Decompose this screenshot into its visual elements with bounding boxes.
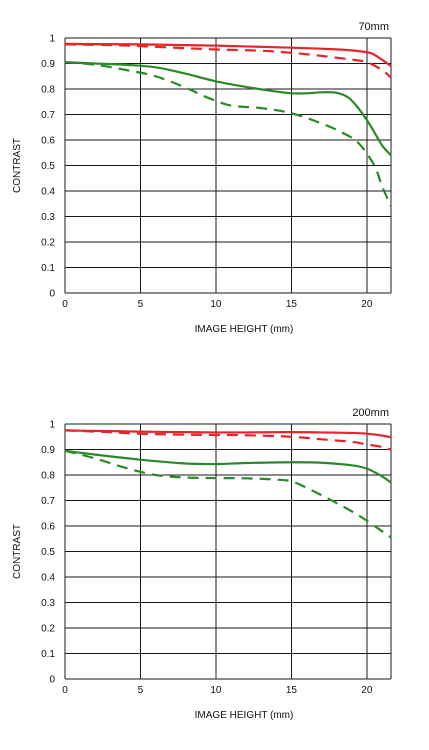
chart-title: 70mm: [358, 21, 389, 33]
y-tick-label: 0: [49, 289, 55, 300]
y-tick-label: 0.8: [41, 85, 55, 96]
y-tick-label: 0.4: [41, 187, 55, 198]
series-line-3: [64, 61, 393, 207]
x-axis-label: IMAGE HEIGHT (mm): [195, 710, 294, 721]
series-line-0: [64, 42, 392, 67]
y-tick-label: 0.5: [41, 161, 55, 172]
y-tick-label: 0.7: [41, 110, 55, 121]
x-tick-label: 10: [210, 685, 222, 696]
x-tick-label: 0: [62, 685, 68, 696]
y-tick-label: 0.9: [41, 445, 55, 456]
x-tick-label: 5: [138, 685, 144, 696]
chart-panel-0: 00.10.20.30.40.50.60.70.80.910 5 10 15 2070m…: [12, 21, 393, 335]
y-tick-label: 0.3: [41, 212, 55, 223]
y-tick-label: 0.1: [41, 263, 55, 274]
x-axis-label: IMAGE HEIGHT (mm): [195, 324, 294, 335]
x-tick-label: 20: [361, 685, 373, 696]
y-axis-label: CONTRAST: [12, 524, 23, 579]
y-tick-label: 0.4: [41, 573, 55, 584]
x-tick-label: 15: [286, 685, 298, 696]
y-tick-label: 1: [49, 34, 55, 45]
x-tick-label: 20: [361, 299, 373, 310]
y-tick-label: 1: [49, 420, 55, 431]
series-line-3: [64, 449, 392, 539]
series-line-1: [64, 429, 392, 451]
series-line-0: [64, 429, 392, 439]
y-axis-label: CONTRAST: [12, 138, 23, 193]
y-tick-label: 0.8: [41, 471, 55, 482]
y-tick-label: 0.9: [41, 59, 55, 70]
y-tick-label: 0.6: [41, 522, 55, 533]
chart-panel-1: 00.10.20.30.40.50.60.70.80.910 5 10 15 20200…: [12, 407, 392, 721]
x-tick-label: 0: [62, 299, 68, 310]
x-tick-label: 5: [138, 299, 144, 310]
y-tick-label: 0.6: [41, 136, 55, 147]
y-tick-label: 0.7: [41, 496, 55, 507]
y-tick-label: 0.2: [41, 238, 55, 249]
y-tick-label: 0.1: [41, 649, 55, 660]
series-line-2: [64, 449, 392, 484]
x-tick-label: 10: [210, 299, 222, 310]
y-tick-label: 0.2: [41, 624, 55, 635]
chart-title: 200mm: [352, 407, 389, 419]
series-line-1: [64, 43, 392, 79]
x-tick-label: 15: [286, 299, 298, 310]
y-tick-label: 0: [49, 675, 55, 686]
series-line-2: [64, 61, 392, 157]
y-tick-label: 0.5: [41, 547, 55, 558]
y-tick-label: 0.3: [41, 598, 55, 609]
